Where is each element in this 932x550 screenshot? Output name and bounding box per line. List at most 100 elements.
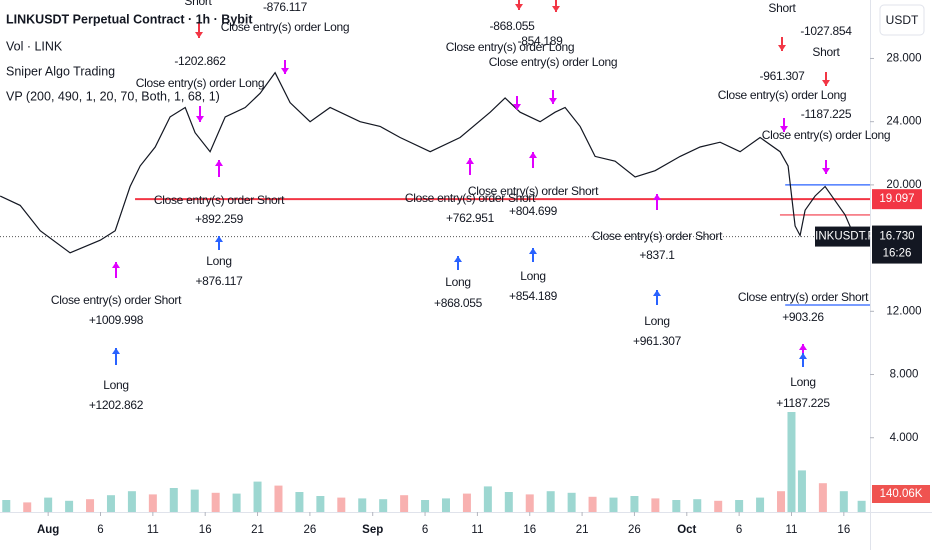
signal-label: -1202.862: [174, 54, 226, 68]
x-tick-label: 6: [422, 524, 428, 536]
indicator-label: VP (200, 490, 1, 20, 70, Both, 1, 68, 1): [6, 89, 220, 103]
volume-bar: [546, 491, 555, 512]
signal-label: +892.259: [195, 212, 244, 226]
y-tick-label: 28.000: [886, 53, 921, 65]
signal-arrowhead: [215, 160, 223, 166]
volume-bar: [818, 483, 827, 512]
volume-bar: [169, 488, 178, 512]
volume-bar: [127, 491, 136, 512]
volume-bar: [588, 496, 597, 512]
volume-bar: [504, 492, 513, 512]
signal-label: -876.117: [263, 0, 308, 14]
signal-arrowhead: [515, 4, 523, 10]
indicator-label: Vol · LINK: [6, 39, 63, 53]
signal-label: Close entry(s) order Long: [221, 20, 350, 34]
signal-arrowhead: [454, 256, 462, 262]
volume-bar: [253, 481, 262, 512]
x-tick-label: 6: [736, 524, 742, 536]
signal-arrowhead: [112, 348, 120, 354]
signal-label: Long: [103, 378, 129, 392]
volume-bar: [148, 494, 157, 512]
y-tick-label: 24.000: [886, 116, 921, 128]
volume-bar: [839, 491, 848, 512]
signal-label: Close entry(s) order Long: [718, 88, 847, 102]
volume-bar: [525, 494, 534, 512]
volume-bar: [421, 500, 430, 512]
signal-label: -854.189: [518, 34, 564, 48]
signal-arrowhead: [653, 194, 661, 200]
axes: 4.000 8.000 12.000 20.000 24.000 28.000 Aug 6 11…: [37, 53, 930, 536]
volume-pane: [2, 412, 866, 512]
levels: [0, 184, 870, 306]
x-tick-label: Oct: [677, 524, 696, 536]
volume-bar: [44, 497, 53, 512]
signal-label: +762.951: [446, 211, 495, 225]
signal-arrowhead: [799, 344, 807, 350]
price-pane: [0, 71, 863, 254]
volume-bar: [797, 470, 806, 512]
x-tick-label: 11: [786, 524, 798, 536]
price-tag: [872, 189, 922, 210]
signal-arrowhead: [281, 68, 289, 74]
annotations: Short -876.117 Close entry(s) order Long -1…: [51, 0, 891, 412]
volume-bar: [609, 497, 618, 512]
signal-label: +903.26: [782, 310, 824, 324]
signal-label: Long: [445, 275, 471, 289]
volume-bar: [274, 485, 283, 512]
volume-bar: [358, 498, 367, 512]
y-tick-label: 4.000: [890, 432, 919, 444]
volume-bar: [23, 502, 32, 512]
signal-arrowhead: [529, 248, 537, 254]
signal-label: Close entry(s) order Long: [762, 128, 891, 142]
volume-tag-label: 140.06K: [880, 488, 923, 500]
signal-label: +961.307: [633, 334, 682, 348]
signal-arrowhead: [778, 45, 786, 51]
price-tag-label: 16.730: [879, 231, 914, 243]
unit-button[interactable]: [879, 4, 925, 36]
volume-bar: [483, 486, 492, 512]
x-tick-label: Aug: [37, 524, 59, 536]
volume-bar: [567, 492, 576, 512]
price-tag-label: 19.097: [879, 193, 914, 205]
volume-bar: [857, 500, 866, 512]
volume-bar: [86, 499, 95, 512]
volume-bar: [379, 499, 388, 512]
volume-bar: [190, 489, 199, 512]
x-tick-label: 26: [303, 524, 316, 536]
signal-label: -1027.854: [800, 24, 852, 38]
signal-label: +868.055: [434, 296, 483, 310]
axis-unit[interactable]: USDT: [886, 13, 919, 27]
x-tick-label: 16: [523, 524, 536, 536]
x-tick-label: Sep: [362, 524, 383, 536]
signal-label: Short: [768, 1, 796, 15]
signal-label: Close entry(s) order Long: [136, 76, 265, 90]
volume-bar: [441, 498, 450, 512]
volume-bar: [735, 500, 744, 512]
x-tick-label: 21: [576, 524, 589, 536]
volume-bar: [462, 493, 471, 512]
volume-bar: [106, 495, 115, 512]
volume-bar: [777, 491, 786, 512]
x-tick-label: 26: [628, 524, 641, 536]
signal-arrowhead: [112, 262, 120, 268]
signal-label: +854.189: [509, 289, 558, 303]
signal-label: Close entry(s) order Short: [738, 290, 869, 304]
signal-arrowhead: [529, 152, 537, 158]
signal-label: Short: [812, 45, 840, 59]
volume-bar: [756, 497, 765, 512]
signal-arrowhead: [653, 290, 661, 296]
signal-label: +1009.998: [89, 313, 144, 327]
x-tick-label: 21: [251, 524, 264, 536]
y-tick-label: 20.000: [886, 179, 921, 191]
signal-arrowhead: [822, 168, 830, 174]
signal-label: Close entry(s) order Long: [446, 40, 575, 54]
volume-bar: [651, 498, 660, 512]
volume-bar: [714, 500, 723, 512]
signal-arrowhead: [215, 236, 223, 242]
volume-bar: [232, 493, 241, 512]
signal-label: -961.307: [760, 69, 806, 83]
signal-label: Long: [644, 314, 670, 328]
x-tick-label: 11: [147, 524, 159, 536]
